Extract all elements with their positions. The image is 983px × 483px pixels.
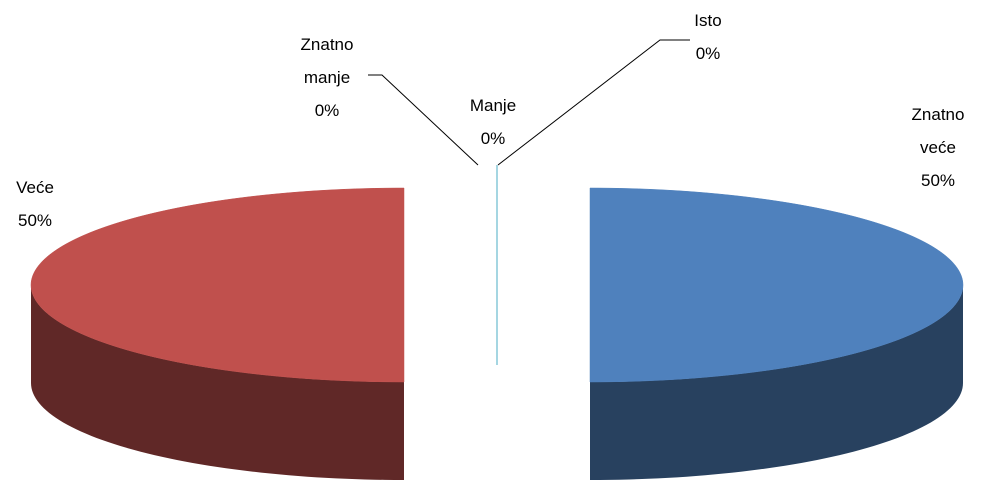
slice-side <box>590 285 963 480</box>
slice <box>589 187 964 383</box>
data-label: Znatno veće 50% <box>903 98 973 197</box>
leader-line <box>497 39 690 166</box>
label-category: Veće <box>16 178 54 197</box>
label-value: 0% <box>695 44 721 63</box>
label-category: Manje <box>469 96 517 115</box>
data-label: Manje 0% <box>443 89 543 155</box>
label-value: 50% <box>920 171 956 190</box>
label-category: Isto <box>694 11 722 30</box>
leader-line <box>368 74 479 166</box>
label-category: Znatno veće <box>911 105 965 157</box>
data-label: Znatno manje 0% <box>292 28 362 127</box>
label-category: Znatno manje <box>300 35 354 87</box>
slice <box>30 187 405 383</box>
data-label: Veće 50% <box>0 171 85 237</box>
label-value: 0% <box>314 101 340 120</box>
label-value: 0% <box>480 129 506 148</box>
slice-side <box>31 285 404 480</box>
label-value: 50% <box>17 211 53 230</box>
data-label: Isto 0% <box>658 4 758 70</box>
